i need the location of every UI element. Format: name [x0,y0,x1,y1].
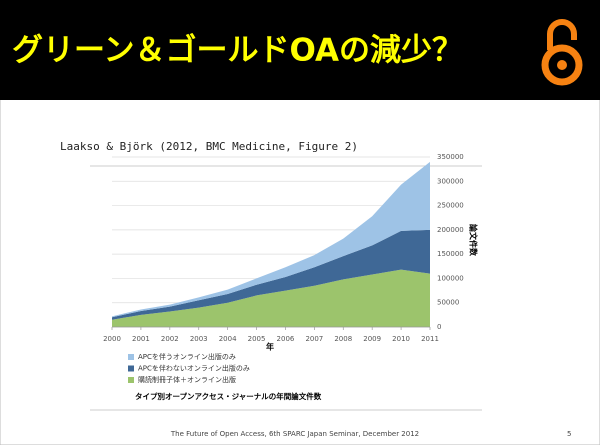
area [112,161,430,318]
slide-title: グリーン＆ゴールドOAの減少？ [12,33,463,69]
y-tick-label: 250000 [437,202,464,210]
y-tick-label: 50000 [437,299,459,307]
y-tick-label: 150000 [437,250,464,258]
x-tick-label: 2007 [305,335,323,343]
area [112,269,430,327]
legend-swatch [128,365,134,372]
x-tick-label: 2011 [421,335,439,343]
legend-swatch [128,354,134,360]
y-tick-label: 350000 [437,153,464,161]
x-tick-label: 2009 [363,335,381,343]
x-tick-label: 2008 [334,335,352,343]
x-tick-label: 2004 [219,335,237,343]
page-number: 5 [567,430,571,438]
citation: Laakso & Björk (2012, BMC Medicine, Figu… [60,140,358,153]
chart-title: タイプ別オープンアクセス・ジャーナルの年間論文件数 [135,391,322,401]
y-tick-label: 200000 [437,226,464,234]
legend-label: APCを伴うオンライン出版のみ [138,352,236,361]
y-tick-label: 0 [437,323,441,331]
x-tick-label: 2010 [392,335,410,343]
legend-label: APCを伴わないオンライン出版のみ [138,364,250,373]
y-axis-title: 論文件数 [469,224,479,257]
y-tick-label: 300000 [437,177,464,185]
legend-label: 購読制冊子体＋オンライン出版 [138,375,236,384]
x-tick-label: 2002 [161,335,179,343]
x-tick-label: 2003 [190,335,208,343]
x-tick-label: 2001 [132,335,150,343]
area [112,229,430,320]
legend-swatch [128,377,134,383]
header-band [0,0,600,100]
x-tick-label: 2000 [103,335,121,343]
footer: The Future of Open Access, 6th SPARC Jap… [170,430,419,438]
open-access-icon [541,19,583,86]
x-axis-title: 年 [266,342,274,352]
x-tick-label: 2005 [248,335,266,343]
x-tick-label: 2006 [277,335,295,343]
y-tick-label: 100000 [437,274,464,282]
